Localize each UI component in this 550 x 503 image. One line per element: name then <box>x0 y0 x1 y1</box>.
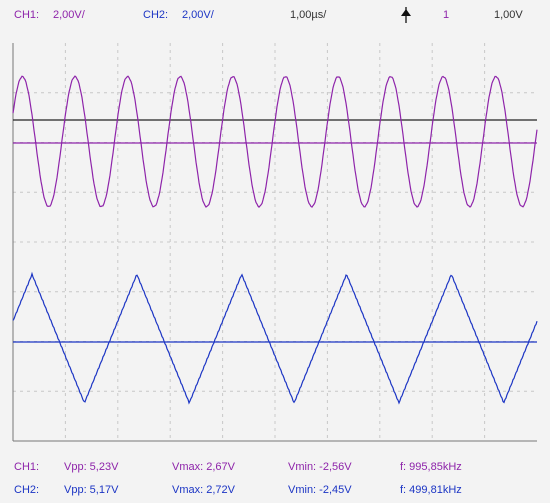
ch1-frequency: f: 995,85kHz <box>400 461 462 473</box>
ch1-label[interactable]: CH1: <box>14 9 40 21</box>
ch1-vmax: Vmax: 2,67V <box>172 461 235 473</box>
ch1-scale[interactable]: 2,00V/ <box>53 9 85 21</box>
trigger-level[interactable]: 1,00V <box>494 9 523 21</box>
ch1-meas-label: CH1: <box>14 461 40 473</box>
ch2-scale[interactable]: 2,00V/ <box>182 9 214 21</box>
ch1-measurement-row: CH1: Vpp: 5,23V Vmax: 2,67V Vmin: -2,56V… <box>0 461 550 479</box>
header-bar: CH1: 2,00V/ CH2: 2,00V/ 1,00µs/ 1 1,00V <box>0 0 550 34</box>
ch2-label[interactable]: CH2: <box>143 9 169 21</box>
ch2-trace <box>12 271 538 405</box>
ch2-measurement-row: CH2: Vpp: 5,17V Vmax: 2,72V Vmin: -2,45V… <box>0 484 550 502</box>
trigger-rising-edge-icon[interactable] <box>399 5 413 28</box>
ch2-meas-label: CH2: <box>14 484 40 496</box>
ch2-vpp: Vpp: 5,17V <box>64 484 119 496</box>
ch1-vmin: Vmin: -2,56V <box>288 461 352 473</box>
timebase[interactable]: 1,00µs/ <box>290 9 327 21</box>
ch2-vmax: Vmax: 2,72V <box>172 484 235 496</box>
scope-screen[interactable] <box>0 40 550 445</box>
graticule <box>13 43 537 441</box>
ch2-vmin: Vmin: -2,45V <box>288 484 352 496</box>
trigger-channel[interactable]: 1 <box>443 9 450 21</box>
ch1-trace <box>12 75 538 208</box>
ch2-frequency: f: 499,81kHz <box>400 484 462 496</box>
ch1-vpp: Vpp: 5,23V <box>64 461 119 473</box>
